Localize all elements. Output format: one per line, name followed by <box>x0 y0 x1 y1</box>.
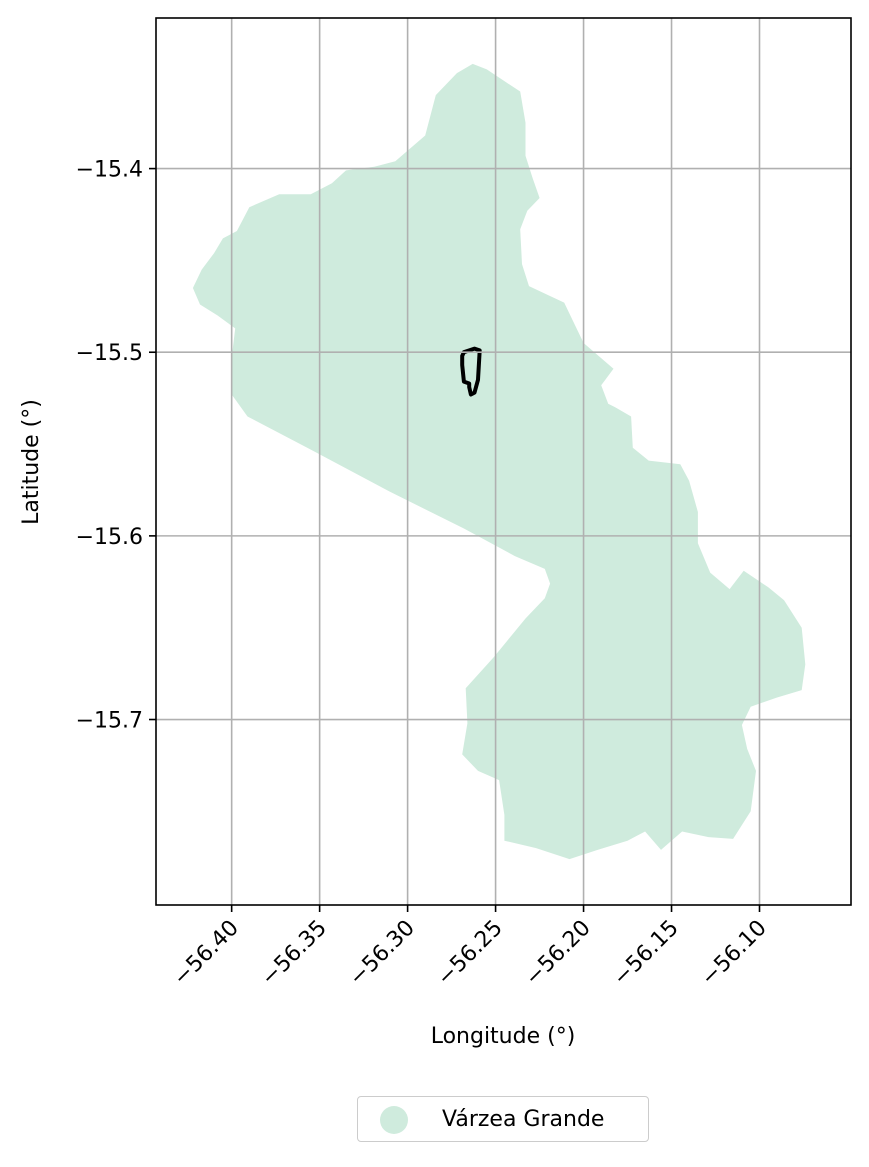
y-tick-label-0: −15.4 <box>76 158 143 183</box>
x-tick-label-4: −56.20 <box>521 916 596 991</box>
x-tick-label-3: −56.25 <box>433 916 508 991</box>
x-tick-label-5: −56.15 <box>609 916 684 991</box>
y-tick-label-1: −15.5 <box>76 341 143 366</box>
y-axis: −15.4 −15.5 −15.6 −15.7 <box>76 158 156 734</box>
area-outline-1 <box>460 346 482 397</box>
y-tick-label-2: −15.6 <box>76 525 143 550</box>
x-axis-label: Longitude (°) <box>431 1024 576 1049</box>
x-tick-label-6: −56.10 <box>696 916 771 991</box>
legend: Várzea Grande <box>357 1096 649 1142</box>
y-tick-label-3: −15.7 <box>76 709 143 734</box>
plot-area <box>156 18 851 905</box>
legend-marker-varzea-grande <box>380 1106 408 1134</box>
y-axis-label: Latitude (°) <box>19 399 44 525</box>
x-tick-label-2: −56.30 <box>345 916 420 991</box>
x-tick-label-0: −56.40 <box>169 916 244 991</box>
legend-label-varzea-grande: Várzea Grande <box>442 1107 605 1132</box>
region-polygon-0 <box>192 63 806 860</box>
axes-border <box>155 17 852 906</box>
x-tick-label-1: −56.35 <box>257 916 332 991</box>
x-axis: −56.40 −56.35 −56.30 −56.25 −56.20 −56.15 −56.… <box>169 905 772 991</box>
axes-frame <box>155 17 852 906</box>
